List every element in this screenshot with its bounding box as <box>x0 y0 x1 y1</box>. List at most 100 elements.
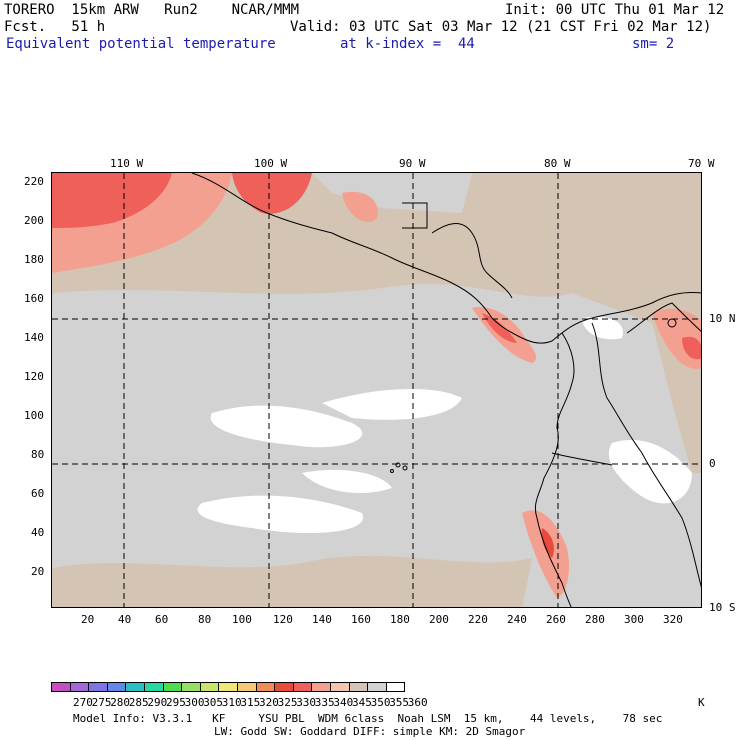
border-colombia-ecuador-peru <box>591 322 701 588</box>
x-tick-60: 60 <box>155 613 169 626</box>
colorbar-swatch <box>348 682 369 692</box>
colorbar-label: 350 <box>370 696 391 709</box>
field-hot-mexico <box>232 173 312 214</box>
field-white-patch-1 <box>210 405 363 448</box>
colorbar-swatch <box>88 682 108 692</box>
x-tick-320: 320 <box>663 613 683 626</box>
colorbar-label: 285 <box>128 696 149 709</box>
lat-label-10n: 10 N <box>709 312 736 325</box>
colorbar-swatch <box>143 682 164 692</box>
y-tick-160: 160 <box>24 292 44 305</box>
galapagos-island-3 <box>390 469 394 473</box>
field-hot-nw <box>52 173 172 228</box>
colorbar-label: 275 <box>91 696 112 709</box>
y-tick-220: 220 <box>24 175 44 188</box>
model-info: Model Info: V3.3.1 KF YSU PBL WDM 6class… <box>73 712 663 725</box>
field-white-patch-4 <box>302 469 392 493</box>
colorbar-label: 355 <box>389 696 410 709</box>
y-tick-180: 180 <box>24 253 44 266</box>
field-white-patch-2 <box>322 388 462 420</box>
colorbar-swatch <box>367 682 387 692</box>
colorbar-swatch <box>69 682 90 692</box>
colorbar-label: 345 <box>352 696 372 709</box>
field-white-patch-3 <box>197 495 364 533</box>
colorbar-swatch <box>311 682 331 692</box>
field-warm-peru <box>522 510 569 598</box>
x-tick-80: 80 <box>198 613 212 626</box>
colorbar-label: 305 <box>203 696 224 709</box>
colorbar-label: 330 <box>296 696 317 709</box>
colorbar-swatch <box>329 682 350 692</box>
x-tick-280: 280 <box>585 613 605 626</box>
map-panel <box>51 172 702 608</box>
y-tick-200: 200 <box>24 214 44 227</box>
x-tick-300: 300 <box>624 613 644 626</box>
colorbar-label: 340 <box>333 696 354 709</box>
graticule <box>52 173 701 607</box>
colorbar-swatch <box>125 682 145 692</box>
physics-info: LW: Godd SW: Goddard DIFF: simple KM: 2D… <box>214 725 526 738</box>
y-tick-100: 100 <box>24 409 44 422</box>
border-colombia-venezuela <box>626 302 701 334</box>
y-tick-120: 120 <box>24 370 44 383</box>
x-tick-100: 100 <box>232 613 252 626</box>
colorbar-label: 280 <box>110 696 131 709</box>
y-tick-140: 140 <box>24 331 44 344</box>
colorbar-swatch <box>181 682 201 692</box>
colorbar-swatch <box>162 682 183 692</box>
colorbar-swatch <box>292 682 313 692</box>
x-tick-20: 20 <box>81 613 95 626</box>
colorbar-label: 290 <box>147 696 168 709</box>
field-tan-south <box>52 555 532 607</box>
colorbar-swatch <box>106 682 127 692</box>
colorbar-label: 320 <box>259 696 279 709</box>
valid-time: Valid: 03 UTC Sat 03 Mar 12 (21 CST Fri … <box>290 19 712 35</box>
galapagos-island-2 <box>402 465 408 471</box>
y-tick-40: 40 <box>31 526 45 539</box>
x-tick-220: 220 <box>468 613 488 626</box>
colorbar-label: 295 <box>166 696 186 709</box>
coastline-central-america <box>191 173 701 344</box>
colorbar-swatch <box>274 682 294 692</box>
lon-label-110w: 110 W <box>110 157 144 170</box>
y-tick-60: 60 <box>31 487 45 500</box>
field-white-patch-andes <box>608 439 692 504</box>
level-label: at k-index = 44 <box>340 36 475 52</box>
lon-label-90w: 90 W <box>399 157 426 170</box>
lon-label-100w: 100 W <box>254 157 288 170</box>
lon-label-80w: 80 W <box>544 157 571 170</box>
lat-label-eq: 0 <box>709 457 716 470</box>
model-title: TORERO 15km ARW Run2 NCAR/MMM <box>4 2 300 18</box>
field-name: Equivalent potential temperature <box>6 36 276 52</box>
colorbar-swatch <box>218 682 238 692</box>
colorbar-unit: K <box>698 696 705 709</box>
colorbar-swatch <box>51 682 71 692</box>
border-honduras <box>431 223 513 299</box>
colorbar-label: 335 <box>314 696 335 709</box>
colorbar-label: 325 <box>277 696 298 709</box>
coastline-south-america <box>534 332 575 607</box>
init-time: Init: 00 UTC Thu 01 Mar 12 <box>505 2 725 18</box>
theta-e-field <box>52 173 701 607</box>
field-hot-venezuela <box>682 336 701 360</box>
colorbar-swatch <box>385 682 406 692</box>
colorbar-swatch <box>255 682 276 692</box>
lon-label-70w: 70 W <box>688 157 715 170</box>
field-warm-guatemala <box>342 191 378 222</box>
y-tick-80: 80 <box>31 448 45 461</box>
x-tick-260: 260 <box>546 613 566 626</box>
smoothing-label: sm= 2 <box>632 36 675 52</box>
field-hot-peru <box>541 528 554 558</box>
colorbar-label: 315 <box>240 696 261 709</box>
x-tick-40: 40 <box>118 613 132 626</box>
colorbar-label: 360 <box>407 696 428 709</box>
colorbar-label: 310 <box>221 696 242 709</box>
galapagos-island-1 <box>395 462 401 468</box>
border-guatemala <box>402 202 428 229</box>
field-white-patch-5 <box>582 316 623 340</box>
x-tick-200: 200 <box>429 613 449 626</box>
lat-label-10s: 10 S <box>709 601 736 614</box>
x-tick-240: 240 <box>507 613 527 626</box>
colorbar-label: 300 <box>184 696 205 709</box>
y-tick-20: 20 <box>31 565 45 578</box>
